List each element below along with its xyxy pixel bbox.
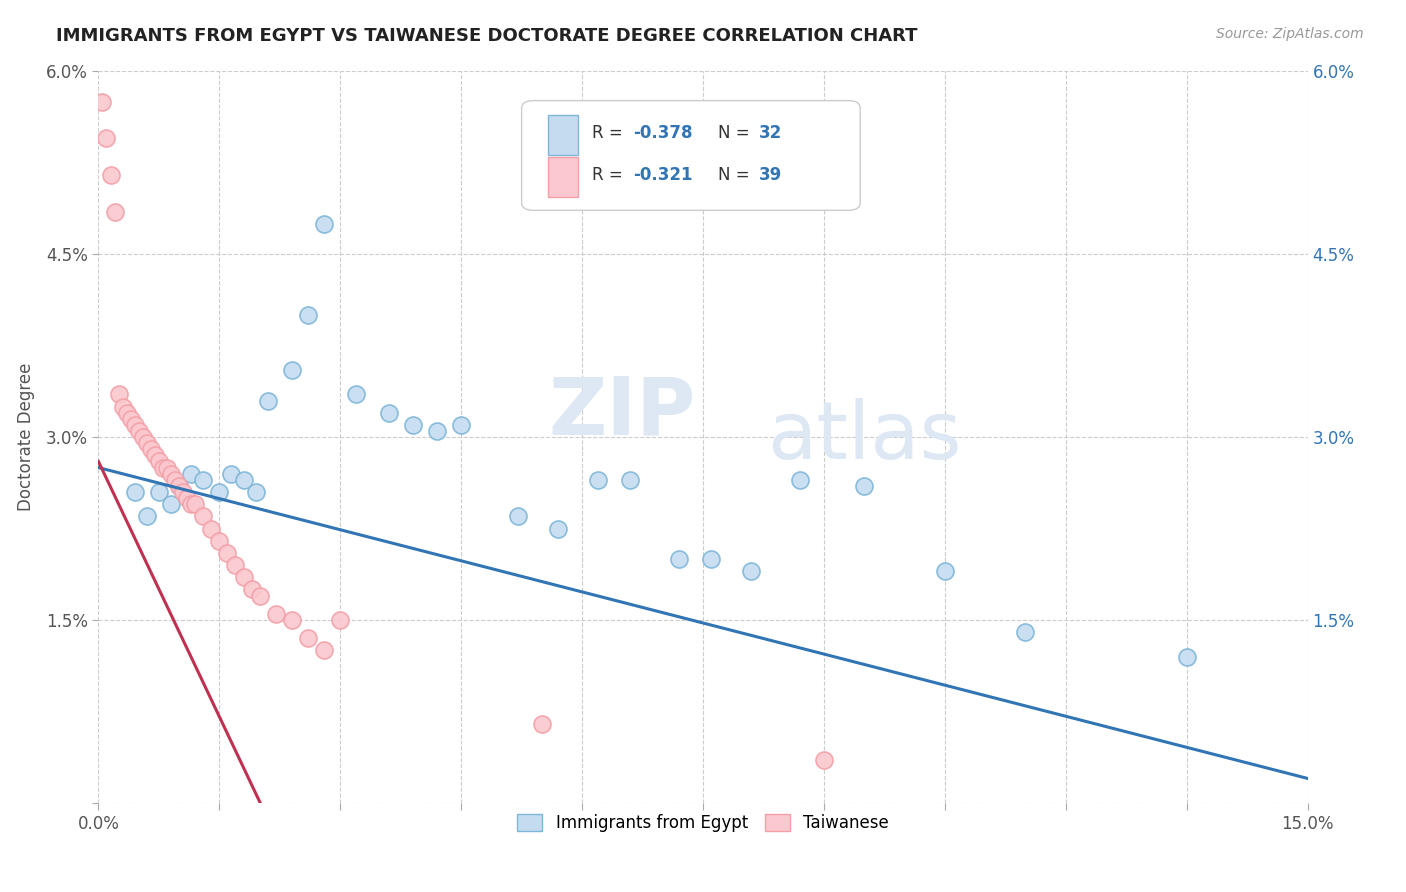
Point	[148, 454, 170, 468]
Point	[208, 533, 231, 548]
Point	[668, 552, 690, 566]
FancyBboxPatch shape	[548, 115, 578, 155]
Text: ZIP: ZIP	[548, 374, 696, 451]
Point	[132, 430, 155, 444]
Point	[853, 479, 876, 493]
Text: -0.378: -0.378	[633, 124, 692, 142]
Point	[124, 485, 146, 500]
Point	[103, 204, 125, 219]
Point	[329, 613, 352, 627]
Text: N =: N =	[717, 166, 755, 184]
Point	[314, 643, 336, 657]
Text: -0.321: -0.321	[633, 166, 692, 184]
Point	[180, 467, 202, 481]
Point	[184, 497, 207, 511]
Point	[789, 473, 811, 487]
Text: IMMIGRANTS FROM EGYPT VS TAIWANESE DOCTORATE DEGREE CORRELATION CHART: IMMIGRANTS FROM EGYPT VS TAIWANESE DOCTO…	[56, 27, 918, 45]
Y-axis label: Doctorate Degree: Doctorate Degree	[17, 363, 35, 511]
Legend: Immigrants from Egypt, Taiwanese: Immigrants from Egypt, Taiwanese	[510, 807, 896, 838]
Text: Source: ZipAtlas.com: Source: ZipAtlas.com	[1216, 27, 1364, 41]
Point	[156, 460, 179, 475]
Point	[200, 521, 222, 535]
Point	[208, 485, 231, 500]
Point	[217, 546, 239, 560]
Point	[160, 467, 183, 481]
Text: 32: 32	[759, 124, 782, 142]
Point	[224, 558, 246, 573]
Point	[167, 479, 190, 493]
Point	[124, 417, 146, 432]
Point	[143, 448, 166, 462]
Point	[344, 387, 367, 401]
Point	[232, 570, 254, 584]
Point	[135, 509, 157, 524]
Text: 39: 39	[759, 166, 782, 184]
Point	[152, 460, 174, 475]
Point	[221, 467, 243, 481]
Point	[172, 485, 194, 500]
Point	[1014, 625, 1036, 640]
Point	[934, 564, 956, 578]
Point	[128, 424, 150, 438]
Point	[377, 406, 399, 420]
Point	[264, 607, 287, 621]
Point	[115, 406, 138, 420]
Point	[249, 589, 271, 603]
Point	[314, 217, 336, 231]
Text: atlas: atlas	[768, 398, 962, 476]
Point	[700, 552, 723, 566]
Text: N =: N =	[717, 124, 755, 142]
Point	[281, 613, 304, 627]
Text: R =: R =	[592, 124, 627, 142]
Point	[107, 387, 129, 401]
Point	[450, 417, 472, 432]
Point	[256, 393, 278, 408]
Point	[281, 363, 304, 377]
Point	[297, 632, 319, 646]
Point	[297, 308, 319, 322]
FancyBboxPatch shape	[522, 101, 860, 211]
Point	[139, 442, 162, 457]
Point	[245, 485, 267, 500]
Text: R =: R =	[592, 166, 627, 184]
Point	[176, 491, 198, 505]
Point	[193, 473, 215, 487]
Point	[135, 436, 157, 450]
Point	[619, 473, 641, 487]
FancyBboxPatch shape	[548, 157, 578, 197]
Point	[232, 473, 254, 487]
Point	[240, 582, 263, 597]
Point	[91, 95, 114, 109]
Point	[148, 485, 170, 500]
Point	[813, 753, 835, 767]
Point	[96, 131, 118, 145]
Point	[180, 497, 202, 511]
Point	[111, 400, 134, 414]
Point	[163, 473, 186, 487]
Point	[193, 509, 215, 524]
Point	[547, 521, 569, 535]
Point	[506, 509, 529, 524]
Point	[740, 564, 762, 578]
Point	[586, 473, 609, 487]
Point	[167, 479, 190, 493]
Point	[160, 497, 183, 511]
Point	[402, 417, 425, 432]
Point	[100, 168, 122, 182]
Point	[530, 716, 553, 731]
Point	[1175, 649, 1198, 664]
Point	[426, 424, 449, 438]
Point	[120, 412, 142, 426]
